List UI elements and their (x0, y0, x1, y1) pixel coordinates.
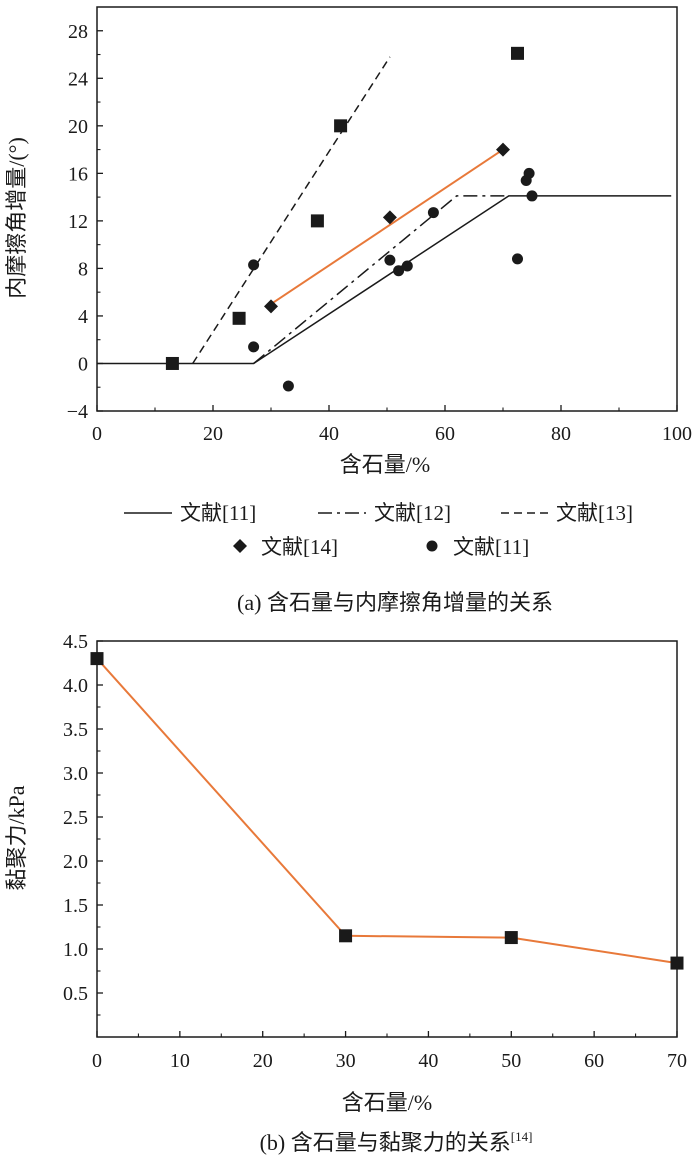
chart-a-point-circle (248, 259, 260, 271)
chart-a-xtick-label: 100 (662, 423, 692, 445)
chart-b-xtick-label: 70 (667, 1050, 687, 1072)
chart-a-ytick-label: 24 (68, 68, 88, 90)
chart-a-point-circle (393, 265, 405, 277)
chart-a-xlabel: 含石量/% (340, 452, 430, 477)
chart-b-frame (96, 640, 678, 1038)
chart-b-xtick-label: 10 (170, 1050, 190, 1072)
chart-a-ytick-label: 0 (78, 353, 88, 375)
chart-b-xtick-label: 30 (336, 1050, 356, 1072)
chart-b-ytick-label: 4.5 (63, 631, 88, 653)
chart-b-xtick-label: 40 (418, 1050, 438, 1072)
chart-b-tick-labels: 0 10 20 30 40 50 60 70 0.5 1.0 1.5 2.0 2.5 3.0 3.5 4.0 4… (63, 631, 687, 1072)
chart-a-point-circle (523, 167, 535, 179)
chart-a-point-square (511, 46, 524, 60)
chart-a-ytick-label: 4 (78, 306, 88, 328)
chart-b-ytick-label: 1.0 (63, 939, 88, 961)
chart-a-axes (96, 6, 678, 412)
legend-label: 文献[14] (261, 535, 338, 559)
chart-b-xtick-label: 20 (253, 1050, 273, 1072)
chart-b-ytick-label: 4.0 (63, 675, 88, 697)
chart-a-point-circle (526, 190, 538, 202)
chart-a-caption: (a) 含石量与内摩擦角增量的关系 (237, 590, 553, 615)
chart-b-axes (96, 640, 678, 1038)
chart-a-point-circle (427, 207, 439, 219)
chart-a-ytick-label: 16 (68, 163, 88, 185)
chart-a-point-circle (248, 341, 260, 353)
chart-b-line-0 (96, 657, 678, 965)
chart-a-point-circle (401, 260, 413, 272)
chart-a-line-0 (97, 195, 672, 365)
chart-a-point-square (165, 356, 179, 370)
chart-a-point-square (232, 311, 246, 325)
chart-b-xtick-label: 60 (584, 1050, 604, 1072)
chart-a-frame (96, 6, 678, 412)
chart-a-point-diamond (496, 142, 510, 157)
chart-b-xtick-label: 0 (92, 1050, 102, 1072)
chart-a-point-circle (512, 253, 523, 265)
chart-a-ytick-label: 20 (68, 116, 88, 138)
legend-label: 文献[13] (556, 501, 633, 525)
chart-a-xtick-label: 0 (92, 423, 102, 445)
chart-a-ytick-label: −4 (67, 401, 88, 423)
chart-b-ytick-label: 2.0 (63, 851, 88, 873)
chart-a-legend: 文献[11] 文献[12] 文献[13]文献[14] 文献[11] (124, 501, 633, 559)
chart-a-ytick-label: 28 (68, 21, 88, 43)
chart-b-caption-ref: [14] (511, 1129, 533, 1144)
legend-marker-circle (426, 540, 438, 552)
chart-a-point-circle (384, 254, 396, 266)
chart-b-ylabel: 黏聚力/kPa (4, 785, 29, 890)
chart-b-ytick-label: 3.5 (63, 719, 88, 741)
chart-b-point (504, 931, 518, 945)
chart-a-line-2 (192, 56, 391, 364)
chart-b-ytick-label: 2.5 (63, 807, 88, 829)
chart-a-line-1 (253, 195, 509, 365)
chart-b-ytick-label: 1.5 (63, 895, 88, 917)
chart-b-caption: (b) 含石量与黏聚力的关系[14] (260, 1129, 533, 1155)
chart-a-xtick-label: 40 (319, 423, 339, 445)
legend-label: 文献[11] (180, 501, 256, 525)
chart-b-ytick-label: 0.5 (63, 983, 88, 1005)
chart-b-point (90, 652, 104, 666)
legend-marker-diamond (233, 539, 247, 553)
chart-b-point (339, 929, 353, 943)
chart-a-point-circle (282, 380, 294, 392)
chart-a-xtick-label: 20 (203, 423, 223, 445)
chart-a-point-diamond (264, 299, 278, 314)
chart-b-xtick-label: 50 (501, 1050, 521, 1072)
chart-b-caption-text: (b) 含石量与黏聚力的关系 (260, 1130, 511, 1155)
chart-a-line-3 (270, 148, 504, 305)
chart-a-ytick-label: 8 (78, 258, 88, 280)
chart-b: 0 10 20 30 40 50 60 70 0.5 1.0 1.5 2.0 2.5 3.0 3.5 4.0 4… (4, 631, 687, 1155)
chart-b-ytick-label: 3.0 (63, 763, 88, 785)
chart-b-series (90, 652, 684, 970)
legend-label: 文献[12] (374, 501, 451, 525)
chart-a-ytick-label: 12 (68, 211, 88, 233)
chart-b-xlabel: 含石量/% (342, 1090, 432, 1115)
chart-a-ylabel: 内摩擦角增量/(°) (4, 137, 29, 299)
legend-label: 文献[11] (453, 535, 529, 559)
chart-a-xtick-label: 80 (551, 423, 571, 445)
chart-a-point-diamond (382, 210, 397, 225)
chart-a-series (97, 46, 672, 392)
chart-b-point (670, 956, 684, 970)
chart-a-point-square (334, 119, 348, 133)
chart-a-point-square (310, 214, 324, 228)
chart-a-xtick-label: 60 (435, 423, 455, 445)
